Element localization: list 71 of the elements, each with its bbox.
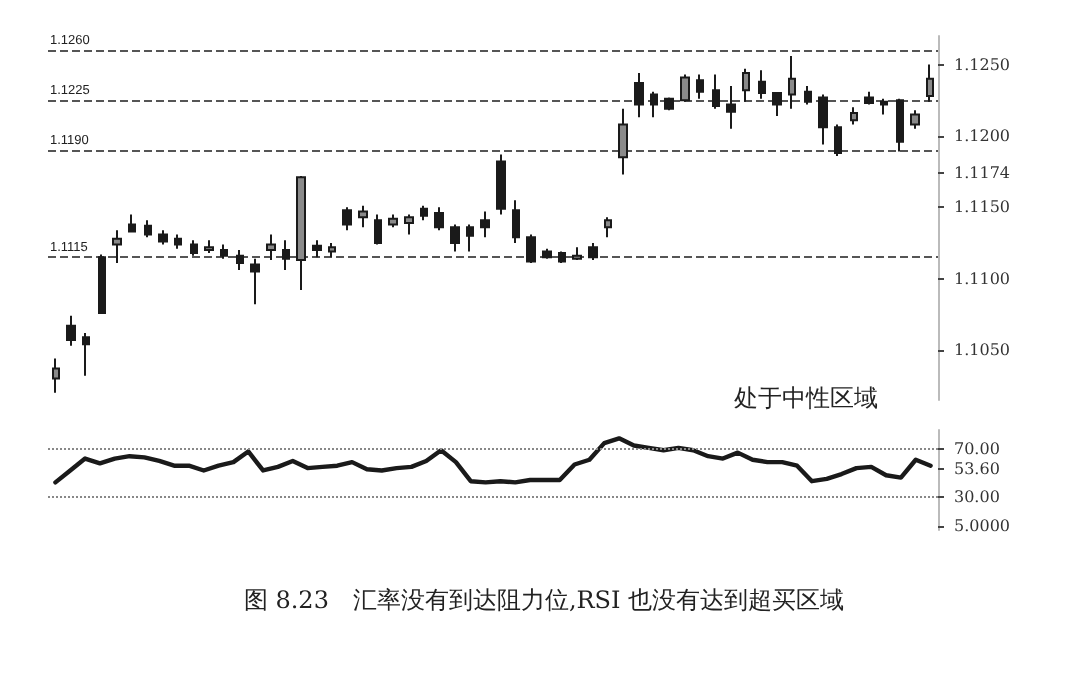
candlestick (312, 239, 322, 259)
candlestick (82, 331, 90, 377)
candlestick (144, 219, 152, 239)
candlestick (604, 216, 612, 239)
y-tick-label: 53.60 (954, 459, 1000, 478)
candlestick (926, 63, 934, 103)
candlestick (618, 107, 628, 176)
candlestick (52, 357, 60, 394)
annotation: 处于中性区域 (734, 384, 878, 412)
candlestick (220, 243, 228, 260)
candlestick (880, 97, 888, 116)
candlestick (282, 239, 290, 272)
candlestick (98, 253, 106, 314)
y-tick-label: 1.1250 (954, 55, 1010, 74)
candlestick (66, 314, 76, 347)
y-tick-label: 1.1200 (954, 126, 1010, 145)
candlestick (250, 257, 260, 306)
candlestick (834, 123, 842, 157)
candlestick (404, 213, 414, 236)
candlestick (712, 73, 720, 110)
candlestick (434, 206, 444, 232)
candlestick (850, 106, 858, 126)
candlestick (466, 223, 474, 253)
candlestick (758, 69, 766, 100)
y-tick-label: 1.1100 (954, 269, 1010, 288)
candlestick (634, 72, 644, 119)
candlestick (204, 239, 214, 254)
candlestick (864, 90, 874, 106)
candlestick (480, 210, 490, 239)
candlestick (296, 174, 306, 292)
candlestick (174, 233, 182, 250)
candlestick (112, 229, 122, 264)
candlestick (374, 213, 382, 246)
candlestick (388, 213, 398, 229)
candlestick (650, 90, 658, 119)
candlestick (542, 247, 552, 260)
candlestick (342, 206, 352, 232)
candlestick (512, 199, 520, 244)
candlestick (664, 96, 674, 112)
candlestick (910, 109, 920, 130)
y-tick-label: 1.1050 (954, 341, 1010, 360)
candlestick (726, 84, 736, 130)
candlestick (236, 249, 244, 272)
candlestick (496, 153, 506, 216)
candlestick (804, 84, 812, 106)
candlestick (158, 229, 168, 246)
candlestick (588, 241, 598, 262)
y-tick-label: 1.1174 (954, 164, 1010, 183)
candlestick (190, 239, 198, 257)
candlestick (358, 204, 368, 229)
line-series (53, 436, 933, 485)
candlestick (896, 97, 904, 153)
candlestick (742, 67, 750, 103)
candlestick (788, 54, 796, 110)
candlestick (266, 233, 276, 262)
candlestick (772, 92, 782, 117)
candlestick (328, 241, 336, 259)
y-tick-label: 70.00 (954, 440, 1000, 459)
candlestick (818, 93, 828, 146)
candlestick (572, 246, 582, 262)
y-tick-label: 30.00 (954, 487, 1000, 506)
candlestick (420, 204, 428, 222)
candlestick (526, 233, 536, 264)
candlestick (696, 73, 704, 100)
candlestick (680, 73, 690, 103)
text: 图 8.23 汇率没有到达阻力位,RSI 也没有达到超买区域 (243, 586, 845, 614)
candlestick (558, 250, 566, 264)
candlestick (128, 213, 136, 233)
y-tick-label: 5.0000 (954, 517, 1010, 536)
y-tick-label: 1.1150 (954, 198, 1010, 217)
candlestick (450, 223, 460, 253)
